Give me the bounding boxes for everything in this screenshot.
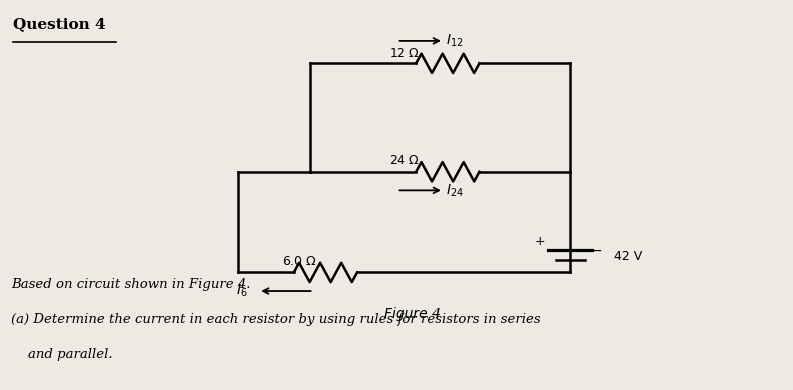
Text: 42 V: 42 V [614, 250, 642, 264]
Text: Based on circuit shown in Figure 4.: Based on circuit shown in Figure 4. [11, 278, 251, 291]
Text: +: + [535, 235, 546, 248]
Text: 12 $\Omega$: 12 $\Omega$ [389, 47, 419, 60]
Text: $I_6$: $I_6$ [236, 283, 248, 299]
Text: and parallel.: and parallel. [11, 348, 113, 361]
Text: $I_{24}$: $I_{24}$ [446, 182, 464, 199]
Text: 24 $\Omega$: 24 $\Omega$ [389, 154, 419, 167]
Text: $I_{12}$: $I_{12}$ [446, 33, 464, 49]
Text: Question 4: Question 4 [13, 17, 106, 31]
Text: Figure 4: Figure 4 [384, 307, 441, 321]
Text: (a) Determine the current in each resistor by using rules for resistors in serie: (a) Determine the current in each resist… [11, 313, 541, 326]
Text: 6.0 $\Omega$: 6.0 $\Omega$ [282, 255, 317, 268]
Text: −: − [591, 244, 602, 258]
